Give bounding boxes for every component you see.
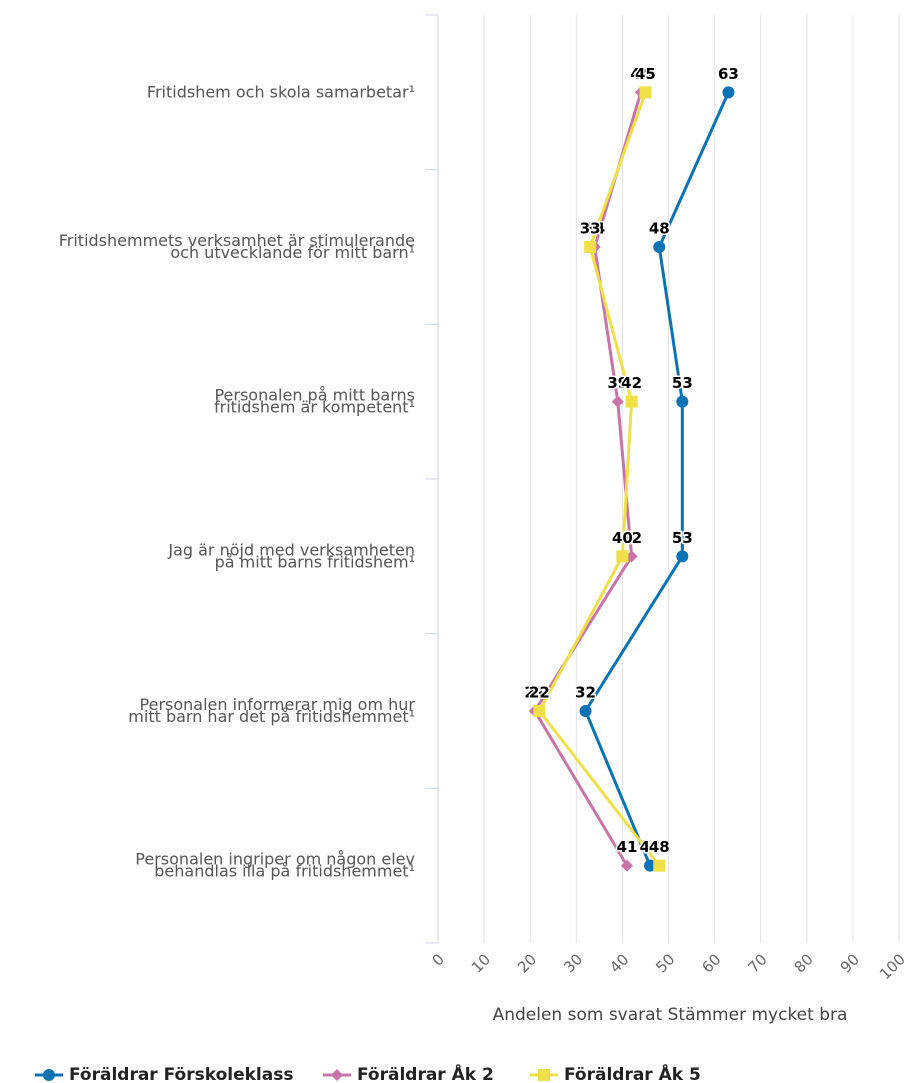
series-line [583, 91, 730, 867]
point [676, 550, 689, 563]
legend-label: Föräldrar Förskoleklass [69, 1065, 293, 1083]
y-tick-label: Jag är nöjd med verksamheten på mitt barn… [167, 540, 415, 571]
x-tick-label: 50 [652, 950, 678, 976]
y-tick-label: Personalen ingriper om någon elev behandl… [135, 849, 415, 880]
x-tick-label: 80 [791, 950, 817, 976]
data-label: 42 [621, 529, 642, 547]
legend-label: Föräldrar Åk 5 [564, 1062, 701, 1083]
data-label: 39 [607, 374, 628, 392]
data-label: 45 [635, 65, 656, 83]
data-label: 53 [672, 529, 693, 547]
x-tick-label: 90 [837, 950, 863, 976]
point [653, 859, 666, 872]
x-tick-label: 10 [468, 950, 494, 976]
point [611, 395, 624, 408]
data-label: 63 [718, 65, 739, 83]
y-tick-label: Personalen på mitt barns fritidshem är ko… [214, 385, 415, 416]
series-line [533, 91, 643, 867]
x-axis-title: Andelen som svarat Stämmer mycket bra [493, 1005, 848, 1025]
x-tick-label: 60 [698, 950, 724, 976]
point [653, 241, 666, 253]
data-label: 40 [612, 529, 633, 547]
data-label: 41 [617, 838, 638, 856]
data-label: 21 [524, 684, 545, 702]
point [625, 395, 638, 408]
series-line [537, 91, 661, 867]
point [676, 395, 689, 408]
point [722, 86, 735, 99]
point [621, 859, 634, 872]
x-tick-label: 0 [429, 950, 448, 969]
point [331, 1069, 343, 1081]
point [538, 1069, 550, 1081]
point [616, 550, 629, 563]
point [533, 705, 546, 717]
legend-label: Föräldrar Åk 2 [357, 1062, 494, 1083]
y-tick-label: Fritidshem och skola samarbetar¹ [147, 82, 415, 101]
data-label: 48 [649, 838, 670, 856]
x-tick-label: 30 [560, 950, 586, 976]
point [644, 859, 657, 872]
data-label: 44 [630, 65, 651, 83]
x-tick-label: 100 [876, 950, 904, 983]
data-label: 32 [575, 684, 596, 702]
point [584, 241, 597, 253]
point [639, 86, 652, 99]
y-tick-label: Fritidshemmets verksamhet är stimulerand… [59, 231, 415, 262]
data-label: 48 [649, 220, 670, 238]
data-label: 46 [640, 838, 661, 856]
point [579, 705, 592, 717]
x-tick-label: 20 [514, 950, 540, 976]
y-tick-label: Personalen informerar mig om hur mitt bar… [128, 695, 415, 726]
data-label: 42 [621, 374, 642, 392]
data-label: 53 [672, 374, 693, 392]
x-tick-label: 40 [606, 950, 632, 976]
point [625, 550, 638, 563]
data-label: 33 [580, 220, 601, 238]
x-tick-label: 70 [744, 950, 770, 976]
point [43, 1069, 55, 1081]
data-label: 34 [584, 220, 605, 238]
data-label: 22 [529, 684, 550, 702]
